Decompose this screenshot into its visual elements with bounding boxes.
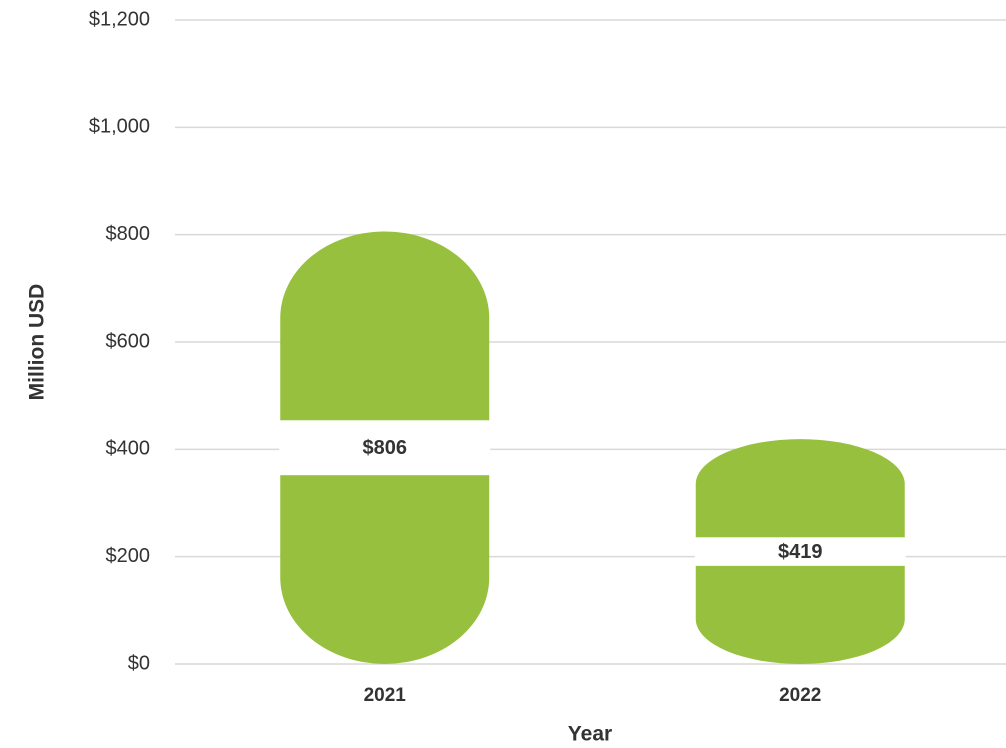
y-tick-label: $1,200 <box>89 8 150 30</box>
value-label: $806 <box>363 437 408 459</box>
y-axis-title: Million USD <box>26 284 49 401</box>
y-tick-label: $0 <box>128 652 150 674</box>
y-tick-label: $400 <box>106 438 151 460</box>
y-tick-label: $1,000 <box>89 116 150 138</box>
x-tick-label: 2022 <box>779 685 821 706</box>
x-axis-title: Year <box>568 723 612 746</box>
y-tick-label: $600 <box>106 330 151 352</box>
y-tick-label: $800 <box>106 223 151 245</box>
y-tick-label: $200 <box>106 545 151 567</box>
value-label-background <box>279 420 491 476</box>
x-tick-label: 2021 <box>364 685 407 706</box>
value-label: $419 <box>778 541 823 563</box>
value-label-background <box>694 537 906 566</box>
